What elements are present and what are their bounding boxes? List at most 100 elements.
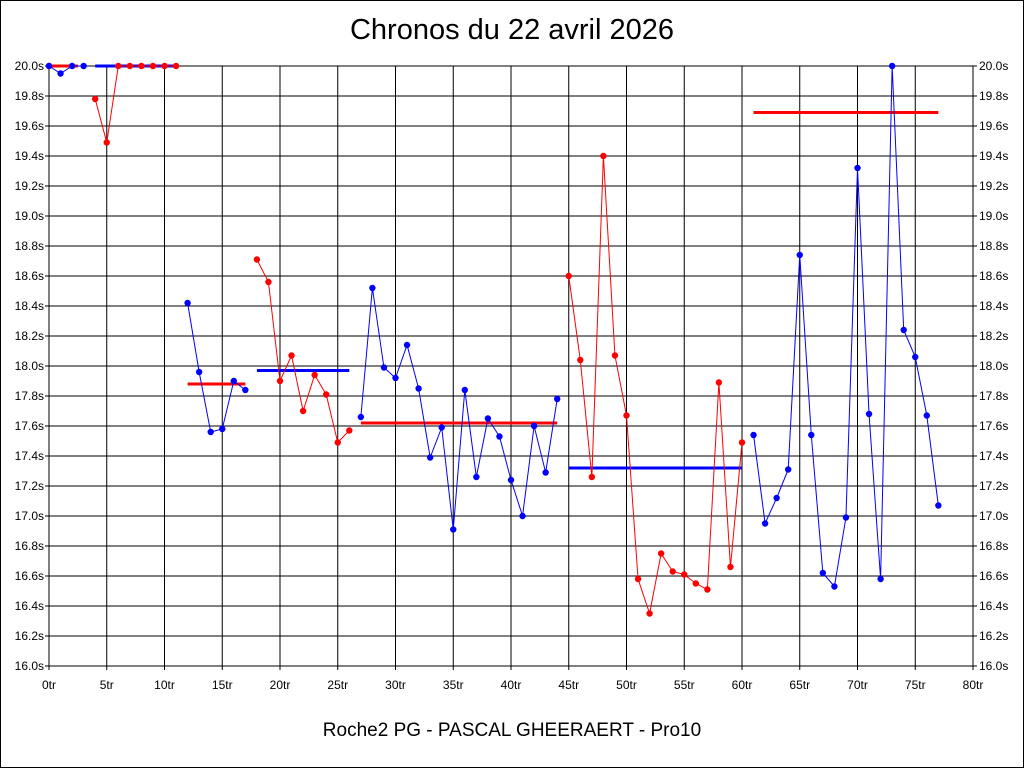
y-tick-label-right: 18.6s — [979, 269, 1008, 283]
lap-time-point — [219, 425, 226, 433]
x-tick-label: 5tr — [100, 678, 114, 692]
lap-time-point — [253, 256, 261, 263]
x-tick-label: 25tr — [327, 678, 348, 692]
lap-time-point — [634, 575, 642, 583]
lap-time-point — [346, 427, 353, 434]
lap-time-point — [311, 371, 318, 379]
x-tick-label: 40tr — [501, 678, 522, 692]
y-tick-label-left: 16.6s — [15, 569, 44, 583]
y-tick-label-right: 16.2s — [979, 629, 1008, 643]
lap-time-point — [45, 62, 53, 70]
series-line — [568, 155, 743, 616]
y-tick-label-left: 18.8s — [15, 239, 44, 253]
lap-time-point — [461, 386, 468, 394]
lap-time-point — [657, 550, 665, 557]
lap-time-point — [68, 62, 76, 70]
lap-time-point — [831, 583, 838, 590]
lap-time-point — [265, 278, 272, 286]
y-tick-label-left: 17.4s — [15, 449, 44, 463]
lap-time-point — [57, 70, 64, 77]
lap-time-point — [288, 352, 295, 359]
lap-time-point — [692, 580, 699, 587]
lap-time-point — [877, 575, 884, 583]
x-tick-label: 70tr — [847, 678, 868, 692]
y-tick-label-right: 19.4s — [979, 149, 1008, 163]
lap-time-point — [496, 433, 503, 440]
lap-time-point — [195, 368, 203, 376]
y-tick-label-left: 16.2s — [15, 629, 44, 643]
y-tick-label-right: 17.8s — [979, 389, 1008, 403]
x-tick-label: 10tr — [154, 678, 175, 692]
lap-time-point — [704, 586, 711, 593]
lap-time-point — [681, 571, 688, 578]
y-tick-label-left: 18.6s — [15, 269, 44, 283]
x-tick-label: 15tr — [212, 678, 233, 692]
axis-ticks: 0tr 5tr 10tr 15tr 20tr 25tr 30tr 35tr 40tr 45tr 50… — [15, 59, 1009, 692]
lap-time-point — [912, 353, 919, 361]
lap-time-point — [126, 62, 134, 70]
x-tick-label: 20tr — [270, 678, 291, 692]
x-tick-label: 60tr — [732, 678, 753, 692]
lap-time-point — [450, 526, 457, 533]
y-tick-label-left: 17.0s — [15, 509, 44, 523]
grid — [48, 65, 974, 667]
x-tick-label: 55tr — [674, 678, 695, 692]
y-tick-label-left: 16.0s — [15, 659, 44, 673]
lap-time-point — [785, 466, 792, 473]
lap-time-point — [900, 326, 907, 334]
x-tick-label: 65tr — [789, 678, 810, 692]
y-tick-label-right: 19.0s — [979, 209, 1008, 223]
y-tick-label-left: 16.4s — [15, 599, 44, 613]
x-tick-label: 80tr — [963, 678, 984, 692]
y-tick-label-left: 19.0s — [15, 209, 44, 223]
lap-time-point — [565, 272, 572, 280]
chart-title: Chronos du 22 avril 2026 — [349, 14, 675, 46]
lap-time-point — [577, 356, 584, 364]
y-tick-label-right: 20.0s — [979, 59, 1008, 73]
series-line — [256, 259, 350, 444]
lap-time-point — [727, 563, 734, 571]
y-tick-label-right: 18.4s — [979, 299, 1008, 313]
y-tick-label-right: 16.8s — [979, 539, 1008, 553]
lap-time-point — [761, 520, 769, 527]
y-tick-label-right: 19.8s — [979, 89, 1008, 103]
series-line — [48, 65, 84, 75]
y-tick-label-left: 18.0s — [15, 359, 44, 373]
lap-time-point — [796, 251, 803, 259]
y-tick-label-right: 19.6s — [979, 119, 1008, 133]
y-tick-label-left: 19.4s — [15, 149, 44, 163]
y-tick-label-right: 17.4s — [979, 449, 1008, 463]
lap-time-point — [369, 284, 376, 292]
lap-time-point — [230, 377, 237, 385]
lap-time-point — [184, 299, 191, 307]
y-tick-label-right: 16.6s — [979, 569, 1008, 583]
lap-time-point — [438, 424, 445, 431]
lap-time-point — [669, 568, 676, 575]
lap-time-point — [819, 569, 827, 577]
y-tick-label-right: 17.2s — [979, 479, 1008, 493]
lap-time-point — [380, 364, 388, 371]
lap-time-point — [334, 439, 341, 446]
lap-time-point — [299, 407, 307, 415]
y-tick-label-right: 18.2s — [979, 329, 1008, 343]
y-tick-label-left: 19.8s — [15, 89, 44, 103]
lap-time-point — [415, 385, 422, 392]
data-points — [45, 62, 942, 617]
x-tick-label: 0tr — [42, 678, 56, 692]
y-tick-label-left: 19.2s — [15, 179, 44, 193]
x-tick-label: 75tr — [905, 678, 926, 692]
x-tick-label: 50tr — [616, 678, 637, 692]
lap-time-point — [507, 476, 515, 484]
lap-time-point — [888, 62, 896, 70]
lap-time-point — [357, 413, 365, 421]
lap-time-point — [935, 502, 942, 509]
lap-time-point — [426, 454, 434, 461]
lap-time-point — [646, 610, 653, 617]
lap-time-point — [530, 422, 538, 430]
y-tick-label-right: 18.8s — [979, 239, 1008, 253]
x-tick-label: 45tr — [558, 678, 579, 692]
lap-time-point — [854, 164, 861, 172]
series-line — [753, 65, 939, 588]
y-tick-label-right: 17.0s — [979, 509, 1008, 523]
y-tick-label-left: 19.6s — [15, 119, 44, 133]
